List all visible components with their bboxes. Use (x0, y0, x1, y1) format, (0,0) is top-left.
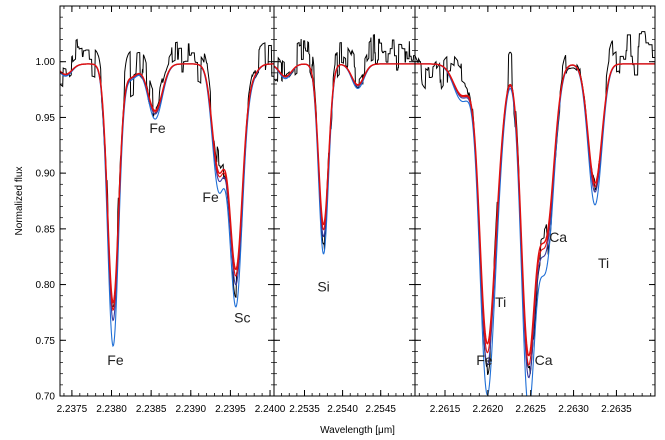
line-label-ti: Ti (495, 294, 506, 310)
panels-layer: 2.2375 2.2380 2.2385 2.2390 2.2395 2.2400 Fe Fe… (36, 5, 656, 415)
y-tick-label: 0.70 (36, 392, 56, 403)
line-label-ca: Ca (535, 352, 553, 368)
model-red-line (274, 63, 415, 226)
observed-spectrum-line (415, 31, 655, 376)
x-tick-label: 2.2535 (289, 404, 320, 415)
y-tick-label: 0.95 (36, 113, 56, 124)
model-red-line-2 (415, 63, 655, 366)
panel-3: 2.2615 2.2620 2.2625 2.2630 2.2635 Fe Ti Ca Ca Ti (414, 5, 656, 415)
y-tick-label: 0.80 (36, 280, 56, 291)
y-tick-label: 1.00 (36, 57, 56, 68)
panel-frame (414, 5, 656, 397)
line-label-fe: Fe (202, 189, 219, 205)
line-label-sc: Sc (234, 309, 250, 325)
x-tick-label: 2.2615 (430, 404, 461, 415)
model-blue-dark-line (274, 63, 415, 238)
line-label-ca: Ca (549, 229, 567, 245)
model-red-line (60, 63, 274, 304)
panel-2: 2.2535 2.2540 2.2545 Si (273, 5, 416, 415)
line-label-si: Si (317, 278, 329, 294)
x-tick-label: 2.2545 (365, 404, 396, 415)
observed-spectrum-line (274, 34, 415, 250)
line-label-fe: Fe (476, 352, 493, 368)
x-tick-label: 2.2380 (96, 404, 127, 415)
x-tick-label: 2.2385 (136, 404, 167, 415)
line-label-fe: Fe (149, 120, 166, 136)
line-label-ti: Ti (598, 255, 609, 271)
y-tick-label: 0.85 (36, 224, 56, 235)
line-label-fe: Fe (107, 352, 124, 368)
x-axis-label: Wavelength [μm] (320, 425, 395, 436)
x-tick-label: 2.2630 (558, 404, 589, 415)
x-tick-label: 2.2395 (215, 404, 246, 415)
observed-spectrum-line (60, 38, 274, 308)
model-red-line-2 (60, 63, 274, 312)
model-red-line-2 (274, 63, 415, 231)
x-tick-label: 2.2625 (515, 404, 546, 415)
x-tick-label: 2.2390 (175, 404, 206, 415)
y-axis-label: Normalized flux (14, 167, 25, 236)
x-tick-label: 2.2635 (601, 404, 632, 415)
y-tick-label: 0.75 (36, 336, 56, 347)
x-tick-label: 2.2620 (473, 404, 504, 415)
y-tick-label: 0.90 (36, 169, 56, 180)
model-blue-light-line (274, 63, 415, 255)
x-tick-label: 2.2400 (255, 404, 286, 415)
panel-1: 2.2375 2.2380 2.2385 2.2390 2.2395 2.2400 Fe Fe… (57, 5, 286, 415)
x-tick-label: 2.2375 (57, 404, 88, 415)
x-tick-label: 2.2540 (327, 404, 358, 415)
